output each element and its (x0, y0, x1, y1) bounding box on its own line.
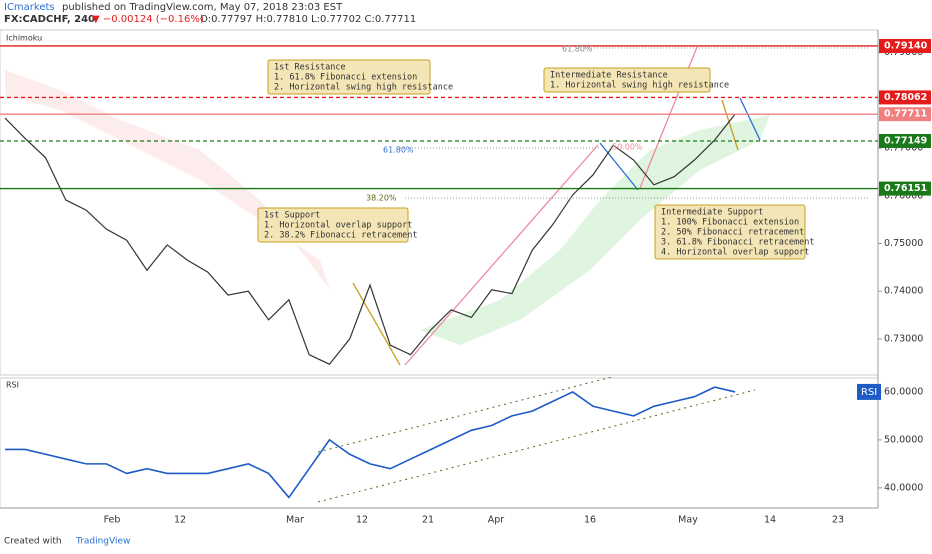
price-label-bg (879, 38, 931, 53)
y-tick-label: 60.0000 (884, 386, 923, 397)
y-tick-label: 50.0000 (884, 434, 923, 445)
pane-title: Ichimoku (6, 34, 42, 43)
x-tick-label: Mar (286, 515, 304, 526)
fib-label: 38.20% (366, 194, 397, 203)
x-tick-label: 16 (584, 515, 596, 526)
price-label-bg (879, 181, 931, 196)
ichimoku-cloud (420, 115, 770, 345)
annotation-line: 4. Horizontal overlap support (661, 248, 809, 258)
x-tick-label: May (678, 515, 698, 526)
x-tick-label: Apr (488, 515, 505, 526)
symbol: FX:CADCHF, 240 (4, 14, 95, 25)
y-tick-label: 40.0000 (884, 482, 923, 493)
annotation-line: 2. 38.2% Fibonacci retracement (264, 231, 418, 241)
x-tick-label: 14 (764, 515, 776, 526)
annotation-line: 1. Horizontal swing high resistance (550, 81, 729, 91)
y-tick-label: 0.77000 (884, 143, 923, 154)
y-tick-label: 0.76000 (884, 190, 923, 201)
series-line (4, 113, 736, 365)
price-label: 0.78062 (884, 92, 927, 103)
price-label: 0.79140 (884, 40, 928, 51)
price-label: 0.76151 (884, 183, 927, 194)
pane-title: RSI (6, 381, 19, 390)
price-label-bg (879, 133, 931, 148)
x-tick-label: 21 (422, 515, 434, 526)
published: published on TradingView.com, May 07, 20… (62, 2, 343, 13)
footer-created: Created with (4, 537, 62, 547)
publisher[interactable]: ICmarkets (4, 2, 55, 13)
x-tick-label: 12 (174, 515, 186, 526)
rsi-badge (857, 383, 881, 400)
price-label: 0.77711 (884, 109, 927, 120)
x-tick-label: Feb (104, 515, 121, 526)
annotation-line: 2. 50% Fibonacci retracement (661, 228, 804, 238)
x-tick-label: 23 (832, 515, 844, 526)
series-line (5, 386, 736, 499)
annotation-line: 3. 61.8% Fibonacci retracement (661, 238, 815, 248)
y-tick-label: 0.74000 (884, 286, 923, 297)
annotation-line: 1. Horizontal overlap support (264, 221, 412, 231)
annotation-line: 1. 61.8% Fibonacci extension (274, 73, 417, 83)
ohlc: O:0.77797 H:0.77810 L:0.77702 C:0.77711 (200, 14, 416, 25)
price-label: 0.77149 (884, 135, 927, 146)
annotation-title: Intermediate Support (661, 208, 763, 218)
annotation-line: 2. Horizontal swing high resistance (274, 83, 453, 93)
rsi-badge-label: RSI (861, 387, 877, 398)
ichimoku-cloud (5, 70, 330, 290)
annotation-box (267, 59, 431, 95)
annotation-box (543, 67, 711, 93)
fib-label: 50.00% (612, 143, 643, 152)
y-tick-label: 0.75000 (884, 238, 923, 249)
footer-brand[interactable]: TradingView (75, 537, 130, 547)
annotation-title: 1st Support (264, 211, 320, 221)
y-tick-label: 0.73000 (884, 333, 923, 344)
fib-label: 61.80% (562, 45, 593, 54)
fib-label: 61.80% (383, 146, 414, 155)
x-tick-label: 12 (356, 515, 368, 526)
annotation-line: 1. 100% Fibonacci extension (661, 218, 799, 228)
change: ▼ −0.00124 (−0.16%) (92, 14, 204, 25)
annotation-box (257, 207, 409, 243)
annotation-title: 1st Resistance (274, 63, 346, 73)
rsi-channel (317, 376, 613, 453)
price-label-bg (879, 90, 931, 105)
annotation-title: Intermediate Resistance (550, 71, 668, 81)
price-label-bg (879, 107, 931, 122)
annotation-box (654, 204, 806, 260)
